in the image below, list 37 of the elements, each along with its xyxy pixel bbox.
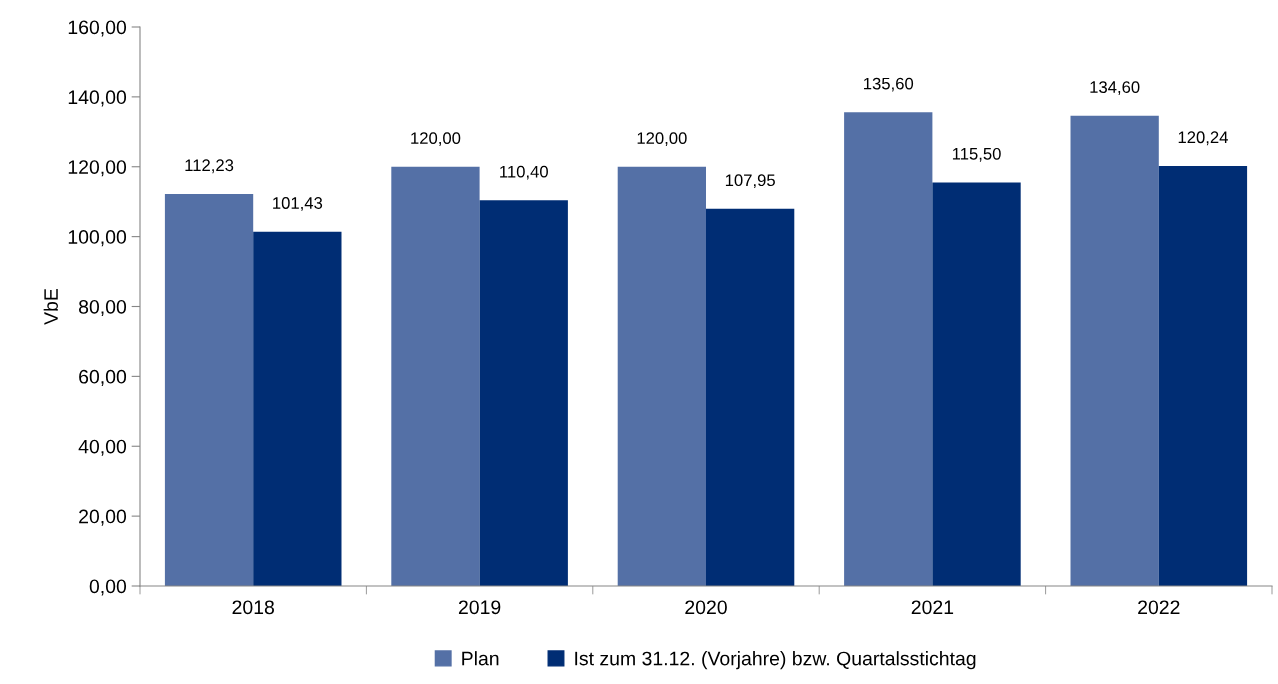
x-tick-label: 2018 [232, 600, 274, 615]
y-tick-label: 0,00 [89, 579, 127, 596]
data-label: 110,40 [500, 165, 548, 180]
bar [253, 231, 342, 586]
data-label: 120,00 [411, 132, 461, 146]
bar [932, 182, 1021, 586]
legend-label: Plan [462, 651, 499, 666]
legend-label: Ist zum 31.12. (Vorjahre) bzw. Quartalsstichtag [575, 651, 976, 670]
x-tick-label: 2022 [1138, 600, 1180, 615]
x-tick-label: 2020 [685, 600, 727, 615]
bar [1158, 165, 1248, 586]
bar [1070, 115, 1159, 586]
bar [706, 208, 795, 586]
data-label: 115,50 [952, 147, 1001, 162]
data-label: 101,43 [273, 197, 323, 211]
y-tick-label: 40,00 [78, 439, 127, 456]
y-tick-label: 160,00 [68, 20, 127, 37]
x-tick-label: 2021 [911, 600, 954, 615]
bar [164, 193, 254, 586]
data-label: 107,95 [725, 174, 775, 189]
y-tick-label: 20,00 [79, 509, 127, 526]
x-tick-label: 2019 [458, 600, 501, 615]
bar [844, 112, 933, 586]
y-tick-label: 60,00 [79, 369, 127, 386]
y-tick-label: 120,00 [68, 160, 127, 177]
y-axis-title: VbE [43, 288, 58, 325]
y-tick-label: 100,00 [68, 230, 127, 247]
bar [617, 166, 706, 586]
bar [479, 200, 568, 586]
data-label: 134,60 [1090, 81, 1140, 95]
data-label: 120,00 [637, 132, 687, 146]
y-tick-label: 80,00 [79, 299, 127, 317]
data-label: 120,24 [1178, 131, 1228, 146]
data-label: 135,60 [864, 77, 914, 92]
bar [391, 166, 480, 586]
y-tick-label: 140,00 [68, 90, 127, 107]
data-label: 112,23 [185, 159, 234, 174]
